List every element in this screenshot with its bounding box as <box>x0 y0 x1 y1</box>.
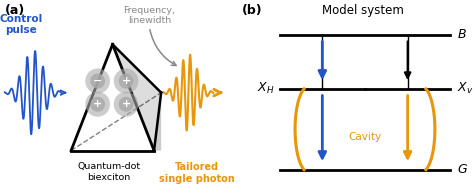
Text: −: − <box>93 76 102 86</box>
Text: +: + <box>121 99 131 109</box>
Ellipse shape <box>85 92 110 117</box>
Ellipse shape <box>118 97 134 112</box>
Ellipse shape <box>114 92 138 117</box>
Polygon shape <box>71 44 154 151</box>
Polygon shape <box>112 44 161 151</box>
Text: Quantum-dot
biexciton: Quantum-dot biexciton <box>77 162 141 182</box>
Text: +: + <box>93 99 102 109</box>
Text: Frequency,
linewidth: Frequency, linewidth <box>123 6 175 25</box>
Ellipse shape <box>90 97 105 112</box>
Text: (b): (b) <box>242 4 263 17</box>
Text: Control
pulse: Control pulse <box>0 14 43 35</box>
Ellipse shape <box>118 74 134 89</box>
Text: +: + <box>121 76 131 86</box>
Ellipse shape <box>90 74 105 89</box>
Ellipse shape <box>114 69 138 94</box>
Text: Cavity: Cavity <box>348 132 382 142</box>
Text: (a): (a) <box>5 4 25 17</box>
Text: $G$: $G$ <box>457 163 468 176</box>
Text: $X_H$: $X_H$ <box>257 81 274 96</box>
Text: Model system: Model system <box>322 4 403 17</box>
Ellipse shape <box>85 69 110 94</box>
Text: Tailored
single photon: Tailored single photon <box>159 162 235 184</box>
Text: $B$: $B$ <box>457 28 467 41</box>
Polygon shape <box>154 93 161 151</box>
Text: $X_v$: $X_v$ <box>457 81 474 96</box>
